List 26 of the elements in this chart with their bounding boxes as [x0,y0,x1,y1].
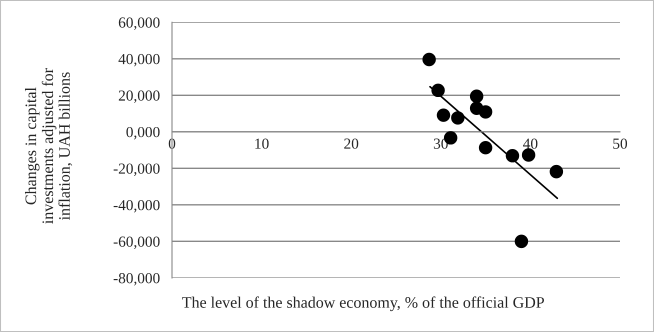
point [478,140,492,154]
x-tick-label: 40 [523,138,538,149]
point [431,84,445,98]
y-tick-label: 60,000 [118,17,160,30]
y-tick-label: -20,000 [114,163,160,176]
y-tick-label: -60,000 [114,236,160,250]
x-tick-label: 20 [344,138,358,149]
point [550,164,564,178]
x-tick-label: 50 [613,138,628,149]
y-axis-title: Changes in capital investments adjusted for inflation, UAH billions [24,68,72,224]
y-tick-label: -80,000 [114,273,160,286]
point [506,149,520,162]
point [514,234,528,248]
point [478,105,492,119]
point [522,148,536,162]
y-tick-label: -40,000 [114,200,160,212]
y-tick-label: 0,000 [126,126,160,140]
point [470,89,484,103]
point [422,52,436,66]
x-axis-title: The level of the shadow economy, % of the official GDP [182,296,544,312]
x-tick-label: 10 [255,138,269,149]
point [451,111,465,125]
y-tick-label: 20,000 [118,90,160,103]
point [436,108,450,122]
x-tick-label: 0 [168,138,176,149]
y-tick-label: 40,000 [118,54,160,66]
